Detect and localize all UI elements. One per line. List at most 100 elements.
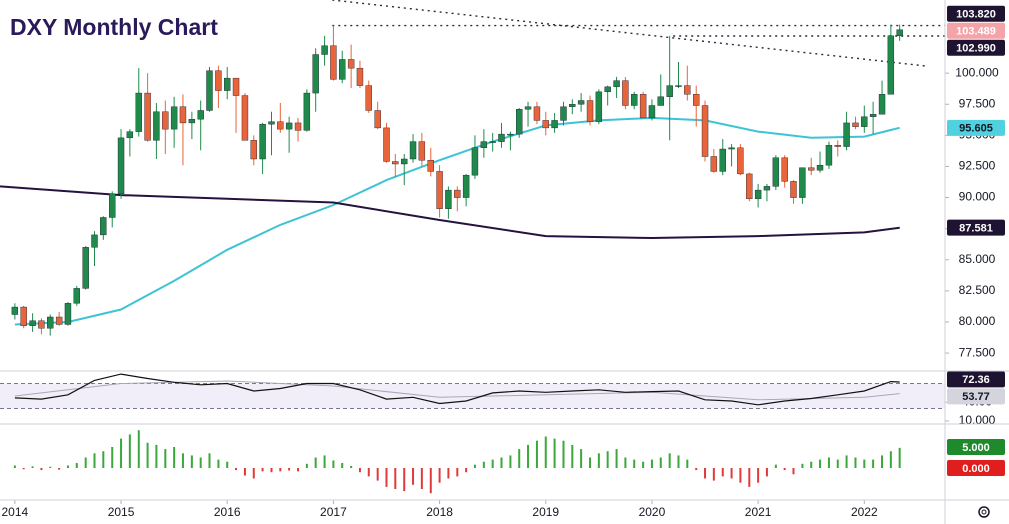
candle-body <box>666 85 673 97</box>
chart-title: DXY Monthly Chart <box>10 14 218 40</box>
candle-body <box>135 92 142 132</box>
candle-body <box>896 29 903 37</box>
candle-body <box>560 106 567 121</box>
candle-body <box>321 45 328 55</box>
candle-body <box>206 70 213 111</box>
histogram-bar <box>854 457 857 469</box>
histogram-bar <box>527 444 530 469</box>
value-tag <box>947 119 1005 136</box>
histogram-bar <box>881 455 884 469</box>
histogram-bar <box>155 444 158 469</box>
x-tick-label: 2017 <box>320 505 347 519</box>
histogram-bar <box>889 451 892 469</box>
histogram-bar <box>190 455 193 469</box>
histogram-bar <box>827 457 830 469</box>
candle-body <box>20 306 27 326</box>
value-tag <box>947 219 1005 236</box>
x-tick-label: 2022 <box>851 505 878 519</box>
candle-body <box>144 92 151 141</box>
histogram-bar <box>624 457 627 469</box>
candle-body <box>648 105 656 119</box>
y-tick-label: 85.000 <box>959 252 996 266</box>
histogram-bar <box>31 466 34 469</box>
histogram-bar <box>712 468 715 481</box>
histogram-bar <box>164 449 167 469</box>
candle-body <box>878 94 886 115</box>
candle-body <box>887 35 895 95</box>
histogram-bar <box>606 451 609 469</box>
histogram-bar <box>93 453 96 469</box>
candle-body <box>427 160 434 172</box>
candle-body <box>277 121 284 130</box>
candle-body <box>551 120 558 129</box>
histogram-bar <box>173 447 176 469</box>
candle-body <box>781 157 788 182</box>
histogram-bar <box>22 468 25 470</box>
histogram-bar <box>199 457 202 469</box>
candle-body <box>657 96 664 106</box>
candle-body <box>55 316 63 325</box>
candle-body <box>436 171 443 209</box>
candle-body <box>772 157 780 187</box>
value-tag-label: 87.581 <box>959 223 993 235</box>
candle-body <box>480 141 488 149</box>
histogram-bar <box>642 461 645 469</box>
rsi-band <box>0 383 945 409</box>
histogram-bar <box>677 455 680 469</box>
histogram-bar <box>668 453 671 469</box>
x-tick-label: 2021 <box>745 505 772 519</box>
candle-body <box>392 161 399 165</box>
gear-hub[interactable] <box>981 509 987 515</box>
candle-body <box>604 86 611 93</box>
histogram-bar <box>659 457 662 469</box>
y-tick-label: 82.500 <box>959 283 996 297</box>
candle-body <box>162 111 169 130</box>
histogram-bar <box>553 438 556 469</box>
histogram-bar <box>456 468 459 477</box>
candle-body <box>586 100 594 122</box>
candle-body <box>790 181 797 198</box>
histogram-bar <box>226 461 229 469</box>
histogram-bar <box>235 468 238 471</box>
value-tag-label: 103.820 <box>956 9 996 21</box>
histogram-bar <box>412 468 415 485</box>
candle-body <box>613 80 620 88</box>
candle-body <box>126 131 134 139</box>
settings-icon[interactable] <box>978 506 990 518</box>
candle-body <box>825 145 833 166</box>
histogram-bar <box>252 468 255 479</box>
histogram-bar <box>438 468 441 483</box>
candle-body <box>268 121 275 125</box>
value-tag <box>947 22 1005 39</box>
histogram-bar <box>429 468 432 494</box>
candle-body <box>577 100 585 105</box>
gear[interactable] <box>978 506 990 518</box>
x-tick-label: 2015 <box>108 505 135 519</box>
histogram-bar <box>279 468 282 472</box>
moving-average <box>0 185 900 240</box>
candle-body <box>719 148 726 172</box>
value-tag <box>947 39 1005 56</box>
candle-body <box>38 320 45 329</box>
histogram-bar <box>314 457 317 469</box>
value-tag <box>947 460 1005 477</box>
x-tick-label: 2020 <box>639 505 666 519</box>
candle-body <box>693 94 700 106</box>
histogram-bar <box>845 455 848 469</box>
candle-body <box>498 133 505 142</box>
histogram-bar <box>650 459 653 469</box>
candle-body <box>232 77 240 96</box>
x-tick-label: 2018 <box>426 505 453 519</box>
histogram-bar <box>765 468 768 477</box>
value-tag <box>947 5 1005 22</box>
rsi-tick-label: 10.000 <box>959 413 996 427</box>
candle-body <box>29 320 36 326</box>
histogram-bar <box>403 468 406 492</box>
histogram-bar <box>208 453 211 469</box>
histogram-bar <box>695 468 698 471</box>
candle-body <box>356 67 364 86</box>
candle-body <box>170 106 178 130</box>
histogram-bar <box>518 449 521 469</box>
candle-body <box>224 77 231 91</box>
